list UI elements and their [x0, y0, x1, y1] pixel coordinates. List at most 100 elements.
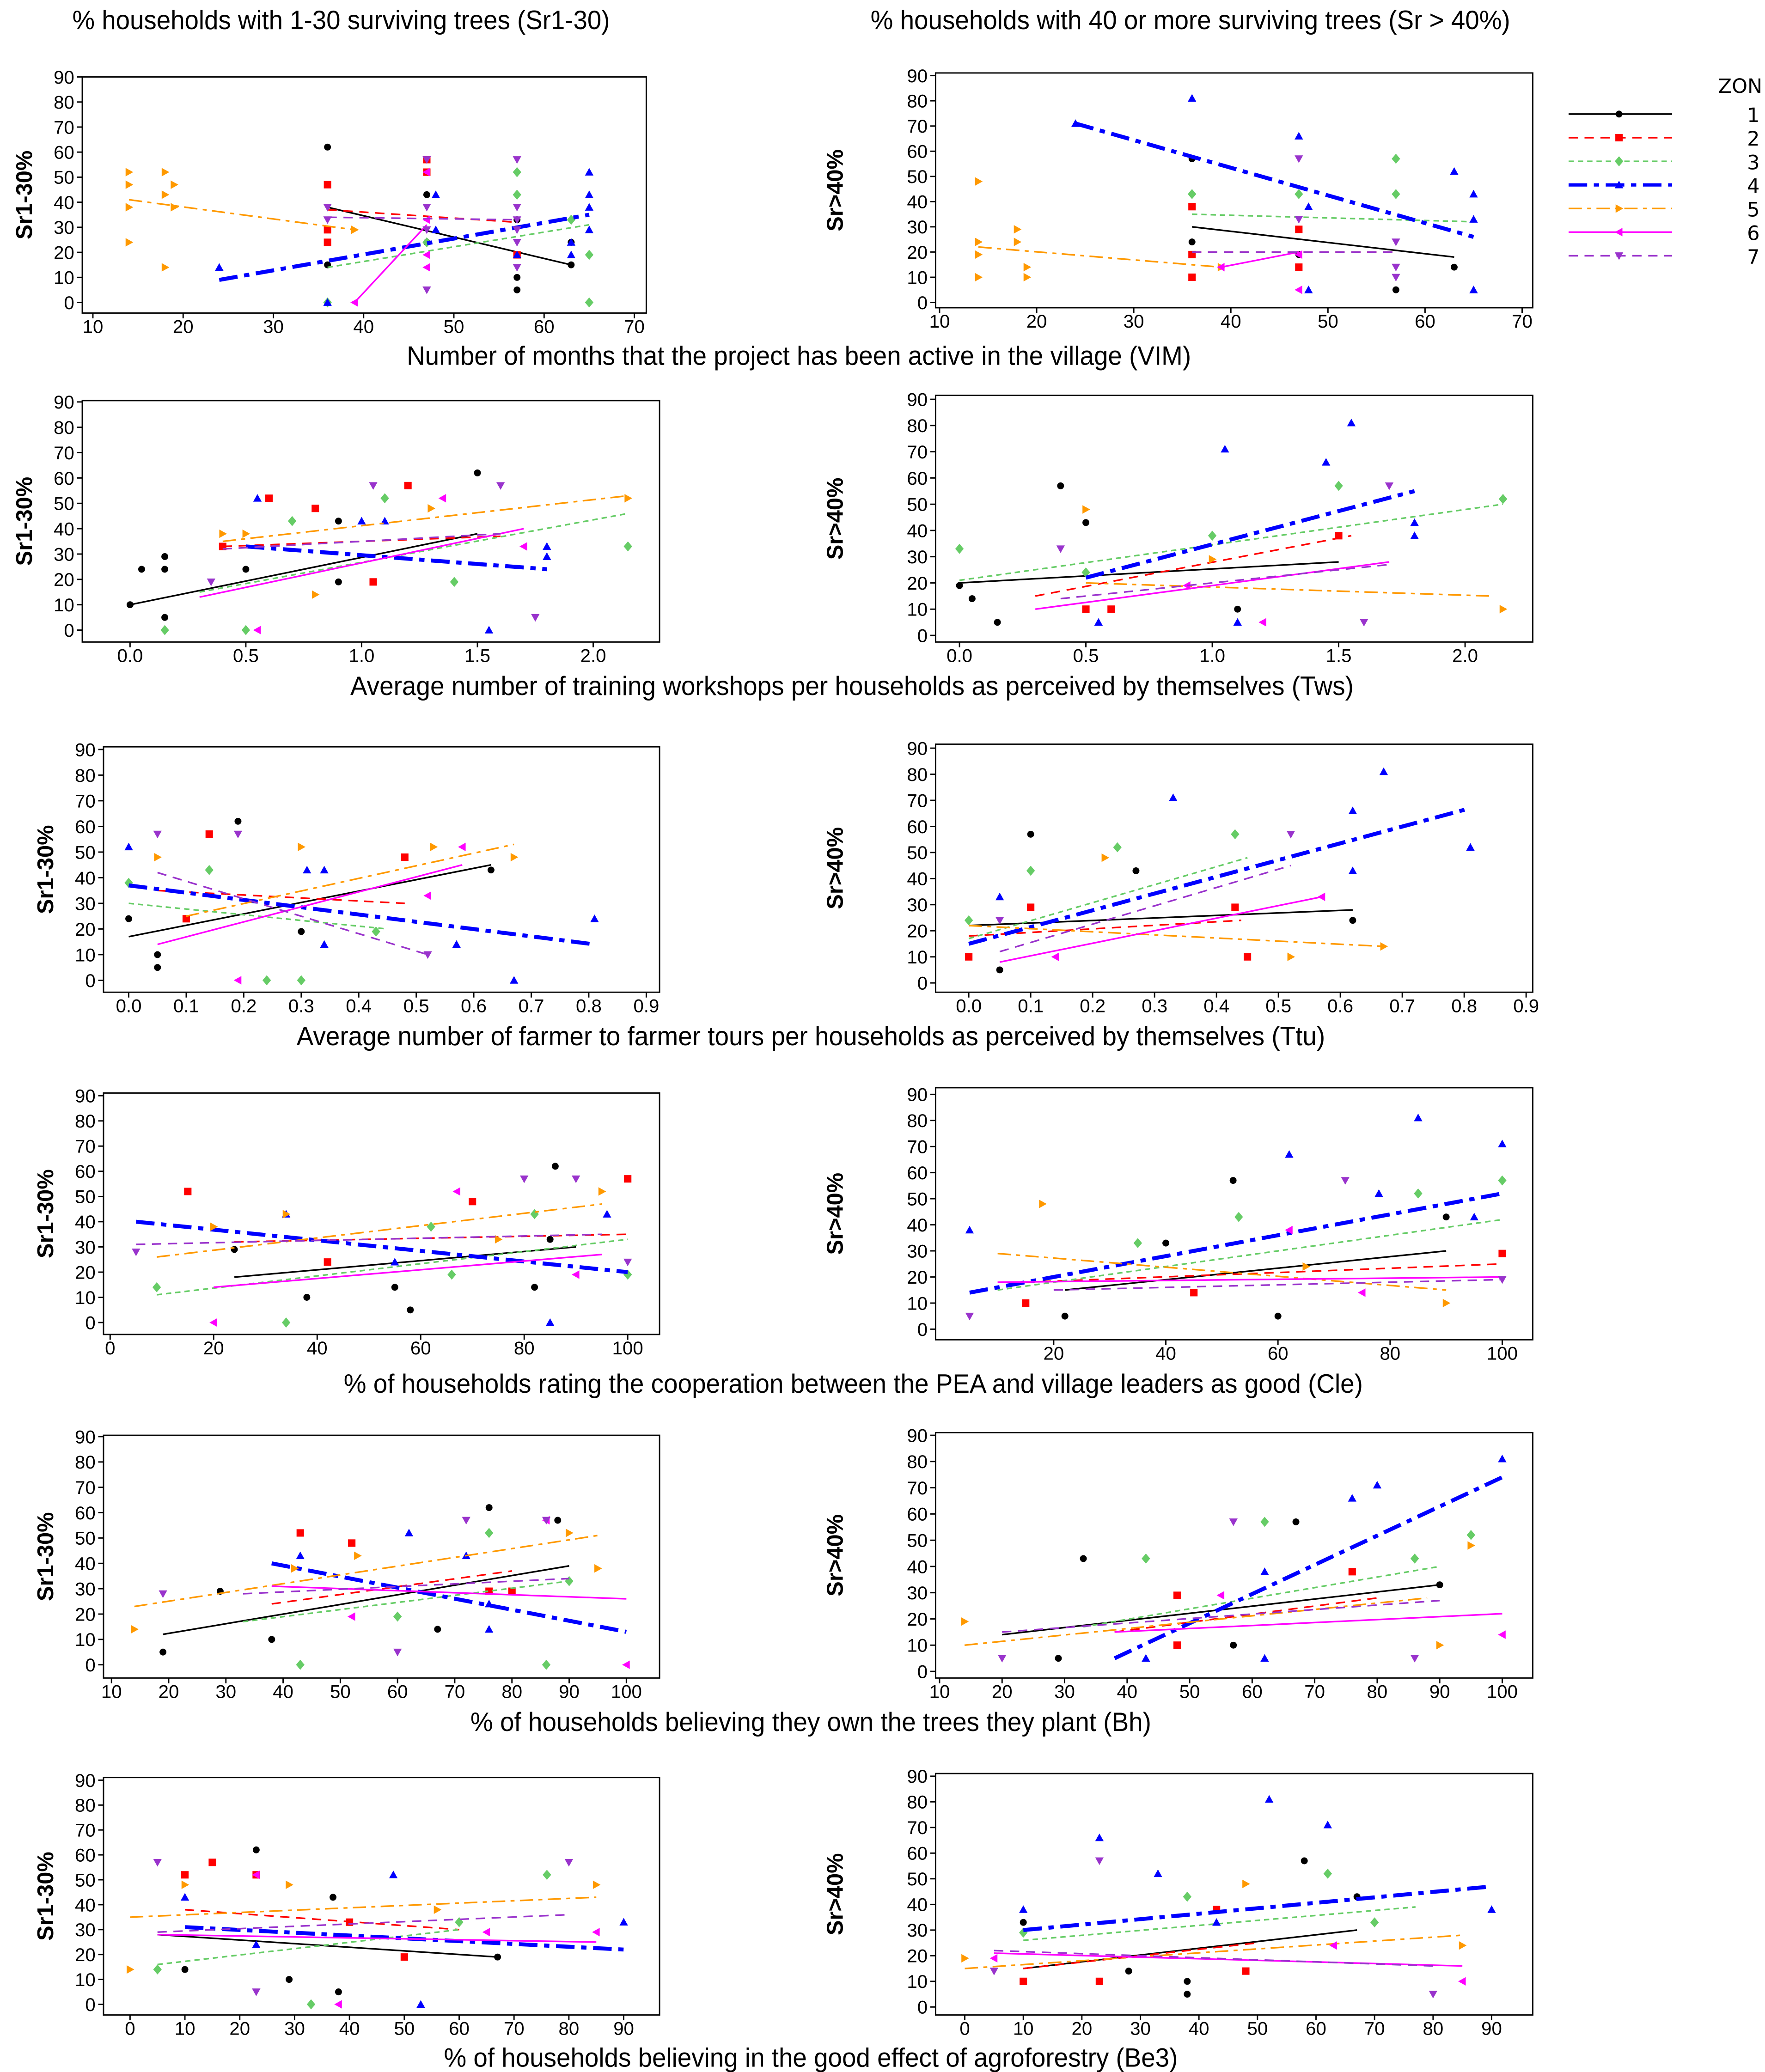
x-tick-label: 1.5 — [1326, 645, 1352, 666]
x-axis-label: % of households believing in the good ef… — [444, 2043, 1178, 2072]
data-point — [496, 482, 505, 490]
x-tick-label: 30 — [1054, 1681, 1075, 1702]
data-point — [1242, 1967, 1250, 1975]
data-point — [995, 917, 1004, 925]
series-zone-3 — [160, 493, 632, 635]
y-tick-label: 50 — [75, 842, 96, 863]
data-point — [1292, 1518, 1300, 1525]
data-point — [208, 1859, 216, 1866]
series-zone-5 — [975, 177, 1226, 282]
data-point — [400, 1953, 408, 1961]
regression-line — [1053, 1279, 1502, 1291]
y-axis-label: Sr>40% — [823, 827, 848, 909]
data-point — [1301, 1857, 1308, 1865]
data-point — [205, 830, 213, 838]
data-point — [296, 1529, 304, 1537]
regression-line — [968, 806, 1471, 946]
y-axis-label: Sr1-30% — [33, 1512, 58, 1601]
y-tick-label: 30 — [907, 895, 928, 915]
data-point — [311, 590, 320, 599]
data-point — [219, 529, 227, 538]
data-point — [286, 1880, 293, 1889]
data-point — [369, 578, 377, 586]
series-zone-4 — [968, 767, 1475, 946]
y-tick-label: 0 — [85, 1994, 95, 2015]
data-point — [159, 1648, 167, 1656]
data-point — [1019, 1905, 1028, 1913]
y-tick-label: 90 — [907, 1085, 928, 1105]
y-tick-label: 10 — [907, 1971, 928, 1992]
data-point — [265, 494, 273, 502]
x-tick-label: 80 — [514, 1338, 535, 1359]
data-point — [428, 504, 435, 513]
series-zone-6 — [1035, 561, 1390, 627]
data-point — [1469, 189, 1478, 198]
y-tick-label: 70 — [907, 116, 928, 137]
data-point — [1274, 1312, 1282, 1320]
series-zone-7 — [989, 1857, 1438, 1999]
x-tick-label: 20 — [159, 1681, 179, 1702]
plot-frame — [81, 400, 660, 643]
data-point — [513, 286, 521, 293]
data-point — [1498, 1249, 1506, 1257]
data-point — [1442, 1298, 1451, 1308]
y-tick-label: 60 — [75, 1845, 96, 1866]
data-point — [324, 143, 331, 151]
data-point — [1374, 1189, 1383, 1197]
plot-frame — [103, 1777, 660, 2016]
data-point — [1095, 1977, 1103, 1985]
y-axis-label: Sr>40% — [823, 1853, 848, 1935]
data-point — [1094, 618, 1103, 626]
data-point — [567, 238, 576, 246]
data-point — [422, 226, 431, 234]
scatter-panel-7: 0 10 20 30 40 50 60 70 80 90 0 20 40 60 80 100 Sr1-30% — [33, 1086, 660, 1359]
data-point — [369, 482, 378, 490]
data-point — [1231, 829, 1240, 840]
data-point — [1260, 1654, 1269, 1662]
y-tick-label: 30 — [75, 1920, 96, 1940]
series-zone-4 — [180, 1871, 628, 2008]
x-tick-label: 0.4 — [1203, 995, 1229, 1016]
data-point — [510, 976, 519, 984]
y-tick-label: 90 — [75, 1426, 96, 1447]
regression-line — [969, 1191, 1503, 1295]
data-point — [1188, 273, 1196, 281]
data-point — [1466, 843, 1475, 851]
y-tick-label: 80 — [75, 1795, 96, 1816]
series-zone-4 — [1019, 1795, 1496, 1932]
series-zone-4 — [1071, 94, 1478, 293]
x-tick-label: 0.3 — [1142, 995, 1167, 1016]
data-point — [324, 238, 331, 246]
x-tick-label: 40 — [1117, 1681, 1137, 1702]
data-point — [281, 1317, 291, 1328]
x-tick-label: 10 — [83, 317, 104, 337]
data-point — [262, 975, 271, 986]
regression-line — [999, 896, 1322, 963]
data-point — [1061, 1312, 1069, 1320]
data-point — [1173, 1641, 1181, 1649]
data-point — [1410, 518, 1419, 526]
data-point — [995, 892, 1004, 901]
y-tick-label: 90 — [907, 66, 928, 86]
data-point — [1392, 286, 1399, 293]
legend-label: 1 — [1747, 104, 1759, 127]
data-point — [159, 1590, 167, 1598]
scatter-panel-8: 0 10 20 30 40 50 60 70 80 90 20 40 60 80 100 Sr>40% — [823, 1085, 1533, 1364]
y-tick-label: 80 — [54, 417, 74, 438]
x-tick-label: 40 — [339, 2018, 360, 2039]
data-point — [335, 1988, 342, 1996]
x-tick-label: 50 — [394, 2018, 415, 2039]
y-axis-label: Sr1-30% — [33, 1169, 58, 1258]
data-point — [1410, 1554, 1419, 1564]
x-tick-label: 30 — [263, 317, 284, 337]
x-tick-label: 1.5 — [464, 645, 490, 666]
data-point — [975, 177, 983, 186]
data-point — [298, 842, 306, 852]
y-tick-label: 30 — [54, 544, 74, 565]
data-point — [427, 1221, 435, 1232]
data-point — [282, 1210, 291, 1219]
data-point — [1082, 605, 1090, 613]
regression-line — [243, 1578, 569, 1595]
